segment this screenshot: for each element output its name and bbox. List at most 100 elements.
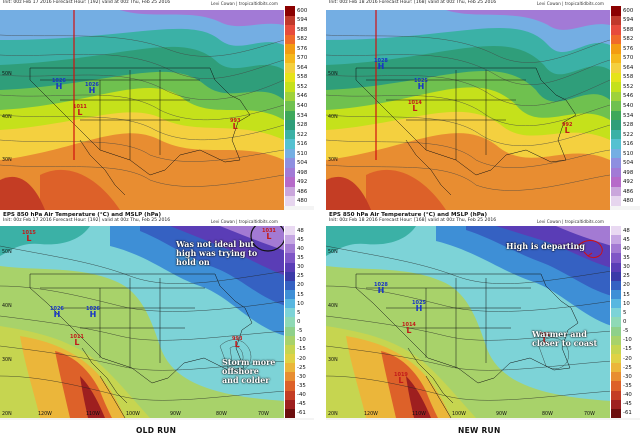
colorbar-label: 522 — [297, 131, 308, 138]
colorbar-swatch — [611, 44, 621, 55]
colorbar-label: 10 — [297, 300, 304, 307]
colorbar-label: 534 — [623, 112, 634, 119]
colorbar-swatch — [285, 120, 295, 131]
colorbar-label: 498 — [297, 169, 308, 176]
pressure-low-3: 1019 L — [394, 372, 408, 385]
colorbar-swatch — [285, 244, 295, 254]
temperature-map — [326, 226, 612, 418]
colorbar-swatch — [285, 196, 295, 207]
colorbar-label: 570 — [623, 55, 634, 62]
colorbar-label: 582 — [297, 36, 308, 43]
colorbar-swatch — [285, 15, 295, 26]
colorbar-label: -30 — [297, 373, 306, 380]
colorbar-swatch — [285, 6, 295, 17]
colorbar-label: 594 — [623, 17, 634, 24]
colorbar-label: 504 — [623, 160, 634, 167]
colorbar-label: 546 — [297, 93, 308, 100]
colorbar-label: 534 — [297, 112, 308, 119]
colorbar-swatch — [285, 381, 295, 392]
colorbar-label: 558 — [623, 74, 634, 81]
colorbar-label: -25 — [297, 364, 306, 371]
colorbar-label: -20 — [623, 355, 632, 362]
colorbar-label: 15 — [623, 291, 630, 298]
new-run-label: NEW RUN — [458, 426, 501, 435]
pressure-low-1: 1011 L — [73, 104, 87, 117]
colorbar-label: 564 — [623, 64, 634, 71]
lon-label: 70W — [584, 412, 595, 417]
colorbar-swatch — [285, 344, 295, 355]
colorbar-label: 48 — [623, 227, 630, 234]
colorbar-swatch — [285, 290, 295, 300]
colorbar-swatch — [285, 34, 295, 45]
colorbar-label: 516 — [297, 141, 308, 148]
colorbar-swatch — [285, 25, 295, 36]
lon-label: 120W — [364, 412, 378, 417]
temperature-map — [0, 226, 286, 418]
colorbar-swatch — [285, 139, 295, 150]
colorbar-swatch — [611, 72, 621, 83]
colorbar-label: 20 — [623, 282, 630, 289]
lat-label: 40N — [328, 115, 338, 120]
colorbar-swatch — [611, 101, 621, 112]
colorbar-label: -30 — [623, 373, 632, 380]
colorbar-swatch — [611, 177, 621, 188]
colorbar-label: 20 — [297, 282, 304, 289]
pressure-low-2: 992 L — [562, 122, 573, 135]
colorbar-label: 558 — [297, 74, 308, 81]
colorbar-label: -10 — [623, 337, 632, 344]
colorbar-swatch — [611, 363, 621, 373]
init-line: Init: 00z Feb 17 2016 Forecast Hour: [19… — [3, 0, 171, 5]
colorbar-label: 516 — [623, 141, 634, 148]
colorbar-label: -15 — [623, 346, 632, 353]
colorbar-temperature-left: 48 45 40 35 30 25 20 15 10 5 0 -5 -10 -15 -20 -25 -30 -35… — [284, 226, 314, 419]
colorbar-label: 600 — [623, 7, 634, 14]
pressure-high-2: 1026 H — [85, 82, 99, 95]
colorbar-label: 45 — [297, 236, 304, 243]
lon-label: 100W — [452, 412, 466, 417]
colorbar-swatch — [611, 253, 621, 264]
colorbar-heights-right: 600 594 588 582 576 570 564 558 552 546 540 534 528 5… — [610, 6, 640, 207]
colorbar-label: 35 — [297, 255, 304, 261]
lon-label: 90W — [496, 412, 507, 417]
credit: Levi Cowan | tropicaltidbits.com — [536, 1, 604, 6]
colorbar-swatch — [285, 399, 295, 410]
colorbar-swatch — [611, 381, 621, 392]
colorbar-label: 594 — [297, 17, 308, 24]
colorbar-heights-left: 600 594 588 582 576 570 564 558 552 546 540 534 528 5… — [284, 6, 314, 207]
annotation-storm: Storm more offshore and colder — [222, 357, 276, 385]
colorbar-swatch — [285, 167, 295, 178]
lat-label: 20N — [2, 412, 12, 417]
colorbar-swatch — [285, 110, 295, 121]
colorbar-swatch — [285, 271, 295, 282]
colorbar-swatch — [285, 363, 295, 373]
colorbar-swatch — [285, 53, 295, 64]
lat-label: 50N — [2, 250, 12, 255]
colorbar-label: 486 — [623, 188, 634, 195]
colorbar-swatch — [611, 317, 621, 328]
map-panel-top-right: Init: 00z Feb 18 2016 Forecast Hour: [16… — [326, 0, 640, 210]
init-line: Init: 00z Feb 18 2016 Forecast Hour: [16… — [329, 218, 497, 223]
pressure-low-1: 1014 L — [402, 322, 416, 335]
colorbar-label: 40 — [297, 245, 304, 252]
old-run-label: OLD RUN — [136, 426, 177, 435]
colorbar-label: 0 — [623, 319, 627, 325]
colorbar-label: 540 — [623, 103, 634, 109]
colorbar-swatch — [285, 408, 295, 419]
colorbar-label: 30 — [297, 264, 304, 271]
colorbar-label: -40 — [297, 392, 306, 399]
pressure-low-2: 992 L — [540, 332, 551, 345]
colorbar-label: -5 — [623, 328, 629, 335]
colorbar-label: 25 — [297, 273, 304, 280]
lon-label: 80W — [216, 412, 227, 417]
colorbar-label: 10 — [623, 300, 630, 307]
colorbar-swatch — [285, 372, 295, 382]
colorbar-swatch — [611, 129, 621, 140]
init-line: Init: 00z Feb 17 2016 Forecast Hour: [19… — [3, 218, 171, 223]
colorbar-swatch — [611, 235, 621, 245]
colorbar-label: 510 — [623, 150, 634, 157]
pressure-high-1: 1026 H — [50, 306, 64, 319]
colorbar-label: -15 — [297, 346, 306, 353]
colorbar-label: 576 — [297, 45, 308, 52]
height-map — [326, 10, 610, 210]
colorbar-swatch — [611, 139, 621, 150]
